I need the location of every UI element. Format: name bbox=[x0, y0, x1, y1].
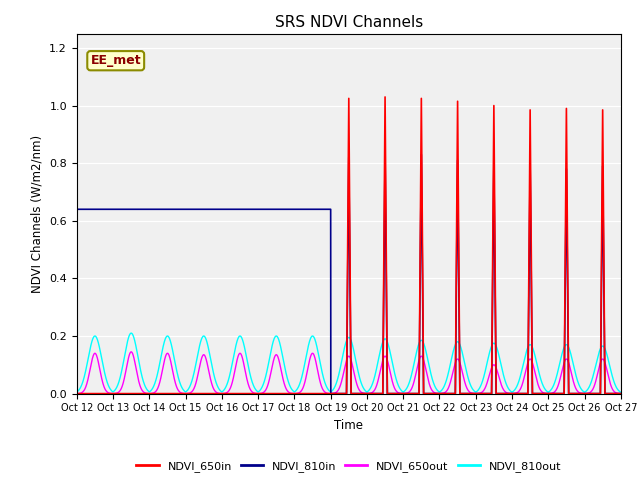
X-axis label: Time: Time bbox=[334, 419, 364, 432]
Legend: NDVI_650in, NDVI_810in, NDVI_650out, NDVI_810out: NDVI_650in, NDVI_810in, NDVI_650out, NDV… bbox=[132, 457, 566, 477]
Y-axis label: NDVI Channels (W/m2/nm): NDVI Channels (W/m2/nm) bbox=[31, 134, 44, 293]
Text: EE_met: EE_met bbox=[90, 54, 141, 67]
Title: SRS NDVI Channels: SRS NDVI Channels bbox=[275, 15, 423, 30]
